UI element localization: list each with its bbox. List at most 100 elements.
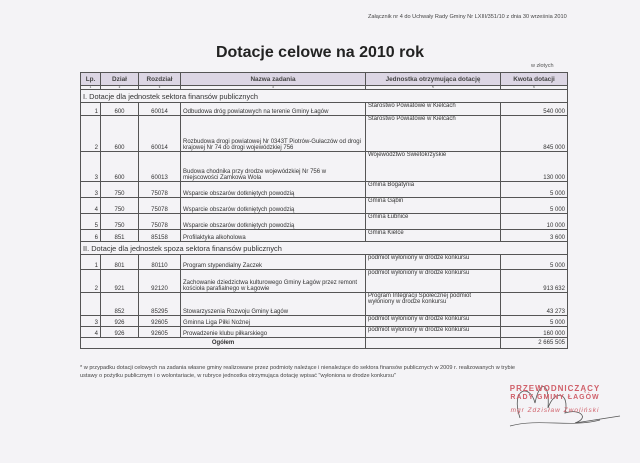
cell-jednostka: podmiot wyłoniony w drodze konkursu	[365, 269, 501, 293]
cell-lp: 3	[80, 181, 101, 198]
section-title: II. Dotacje dla jednostek spoza sektora …	[80, 241, 568, 255]
table-row: 6 851 85158 Profilaktyka alkoholowa Gmina Ki…	[80, 229, 568, 242]
col-lp: Lp.	[80, 72, 101, 86]
cell-rozdzial: 92120	[138, 269, 181, 293]
header-note: Załącznik nr 4 do Uchwały Rady Gminy Nr …	[368, 14, 567, 20]
cell-nazwa: Wsparcie obszarów dotkniętych powodzią	[180, 213, 366, 230]
cell-kwota: 10 000	[500, 213, 568, 230]
col-nazwa: Nazwa zadania	[180, 72, 366, 86]
cell-jednostka: Starostwo Powiatowe w Kielcach	[365, 115, 501, 152]
cell-rozdzial: 85158	[138, 229, 181, 242]
cell-dzial: 926	[100, 315, 139, 327]
cell-jednostka: Gmina Łubnice	[365, 213, 501, 230]
table-row: 2 600 60014 Rozbudowa drogi powiatowej Nr 0…	[80, 115, 568, 152]
cell-kwota: 130 000	[500, 151, 568, 182]
table-row: 3 600 60013 Budowa chodnika przy drodze woj…	[80, 151, 568, 182]
cell-nazwa: Rozbudowa drogi powiatowej Nr 0343T Piot…	[180, 115, 366, 152]
cell-rozdzial: 92605	[138, 315, 181, 327]
table-row: 4 750 75078 Wsparcie obszarów dotkniętych p…	[80, 197, 568, 214]
cell-jednostka: podmiot wyłoniony w drodze konkursu	[365, 315, 501, 327]
cell-lp: 1	[80, 254, 101, 270]
cell-empty	[365, 337, 501, 349]
cell-rozdzial: 60013	[138, 151, 181, 182]
section-row: I. Dotacje dla jednostek sektora finansó…	[80, 89, 568, 103]
total-value: 2 665 505	[500, 337, 568, 349]
cell-rozdzial: 75078	[138, 181, 181, 198]
signature	[509, 386, 621, 427]
cell-dzial: 600	[100, 151, 139, 182]
table-row: 2 921 92120 Zachowanie dziedzictwa kulturow…	[80, 269, 568, 293]
col-jednostka: Jednostka otrzymująca dotację	[365, 72, 501, 86]
page-title: Dotacje celowe na 2010 rok	[215, 44, 425, 61]
cell-dzial: 600	[100, 115, 139, 152]
header-row: Lp. Dział Rozdział Nazwa zadania Jednost…	[80, 72, 568, 86]
cell-nazwa: Profilaktyka alkoholowa	[180, 229, 366, 242]
cell-jednostka: Województwo Świetokrzyskie	[365, 151, 501, 182]
cell-nazwa: Program stypendialny Zaczek	[180, 254, 366, 270]
cell-lp: 4	[80, 197, 101, 214]
cell-kwota: 160 000	[500, 326, 568, 338]
cell-rozdzial: 60014	[138, 102, 181, 116]
col-kwota: Kwota dotacji	[500, 72, 568, 86]
col-dzial: Dział	[100, 72, 139, 86]
cell-kwota: 540 000	[500, 102, 568, 116]
table-row: 5 750 75078 Wsparcie obszarów dotkniętych p…	[80, 213, 568, 230]
total-label: Ogółem	[80, 337, 366, 349]
cell-rozdzial: 75078	[138, 197, 181, 214]
cell-rozdzial: 60014	[138, 115, 181, 152]
cell-dzial: 852	[100, 292, 139, 316]
table-row: 4 926 92605 Prowadzenie klubu piłkarskiego p…	[80, 326, 568, 338]
cell-rozdzial: 85295	[138, 292, 181, 316]
cell-lp: 3	[80, 315, 101, 327]
cell-lp: 2	[80, 269, 101, 293]
cell-rozdzial: 75078	[138, 213, 181, 230]
table-row: 1 801 80110 Program stypendialny Zaczek podm…	[80, 254, 568, 270]
cell-kwota: 5 000	[500, 197, 568, 214]
cell-dzial: 750	[100, 181, 139, 198]
table-row: 852 85295 Stowarzyszenia Rozwoju Gminy Łag…	[80, 292, 568, 316]
cell-nazwa: Wsparcie obszarów dotkniętych powodzią	[180, 181, 366, 198]
col-rozdzial: Rozdział	[138, 72, 181, 86]
cell-nazwa: Stowarzyszenia Rozwoju Gminy Łagów	[180, 292, 366, 316]
cell-jednostka: podmiot wyłoniony w drodze konkursu	[365, 326, 501, 338]
table-row: 3 926 92605 Gminna Liga Piłki Nożnej podmiot…	[80, 315, 568, 327]
cell-jednostka: Program Integracji Społecznej podmiot wy…	[365, 292, 501, 316]
cell-kwota: 5 000	[500, 254, 568, 270]
stamp-line: mgr Zdzisław Zwoliński	[510, 407, 600, 414]
cell-jednostka: Starostwo Powiatowe w Kielcach	[365, 102, 501, 116]
section-title: I. Dotacje dla jednostek sektora finansó…	[80, 89, 568, 103]
cell-nazwa: Wsparcie obszarów dotkniętych powodzią	[180, 197, 366, 214]
grants-table: Lp. Dział Rozdział Nazwa zadania Jednost…	[80, 72, 568, 349]
cell-nazwa: Gminna Liga Piłki Nożnej	[180, 315, 366, 327]
cell-lp	[80, 292, 101, 316]
cell-lp: 4	[80, 326, 101, 338]
table-row: 1 600 60014 Odbudowa dróg powiatowych na te…	[80, 102, 568, 116]
cell-rozdzial: 92605	[138, 326, 181, 338]
cell-lp: 6	[80, 229, 101, 242]
cell-dzial: 921	[100, 269, 139, 293]
stamp-line: RADY GMINY ŁAGÓW	[510, 394, 600, 401]
cell-nazwa: Budowa chodnika przy drodze wojewódzkiej…	[180, 151, 366, 182]
cell-kwota: 5 000	[500, 181, 568, 198]
cell-lp: 2	[80, 115, 101, 152]
cell-lp: 1	[80, 102, 101, 116]
cell-kwota: 3 600	[500, 229, 568, 242]
cell-dzial: 851	[100, 229, 139, 242]
unit-label: w złotych	[531, 63, 554, 69]
section-row: II. Dotacje dla jednostek spoza sektora …	[80, 241, 568, 255]
cell-kwota: 913 632	[500, 269, 568, 293]
cell-jednostka: Gmina Gąbin	[365, 197, 501, 214]
cell-kwota: 5 000	[500, 315, 568, 327]
cell-kwota: 845 000	[500, 115, 568, 152]
total-row: Ogółem 2 665 505	[80, 337, 568, 349]
cell-jednostka: Gmina Bogatynia	[365, 181, 501, 198]
cell-dzial: 750	[100, 213, 139, 230]
footnote: * w przypadku dotacji celowych na zadani…	[80, 365, 515, 379]
cell-dzial: 600	[100, 102, 139, 116]
cell-nazwa: Odbudowa dróg powiatowych na terenie Gmi…	[180, 102, 366, 116]
cell-jednostka: podmiot wyłoniony w drodze konkursu	[365, 254, 501, 270]
cell-jednostka: Gmina Kielce	[365, 229, 501, 242]
cell-dzial: 750	[100, 197, 139, 214]
official-stamp: PRZEWODNICZĄCY RADY GMINY ŁAGÓW mgr Zdzi…	[490, 384, 620, 415]
cell-dzial: 926	[100, 326, 139, 338]
